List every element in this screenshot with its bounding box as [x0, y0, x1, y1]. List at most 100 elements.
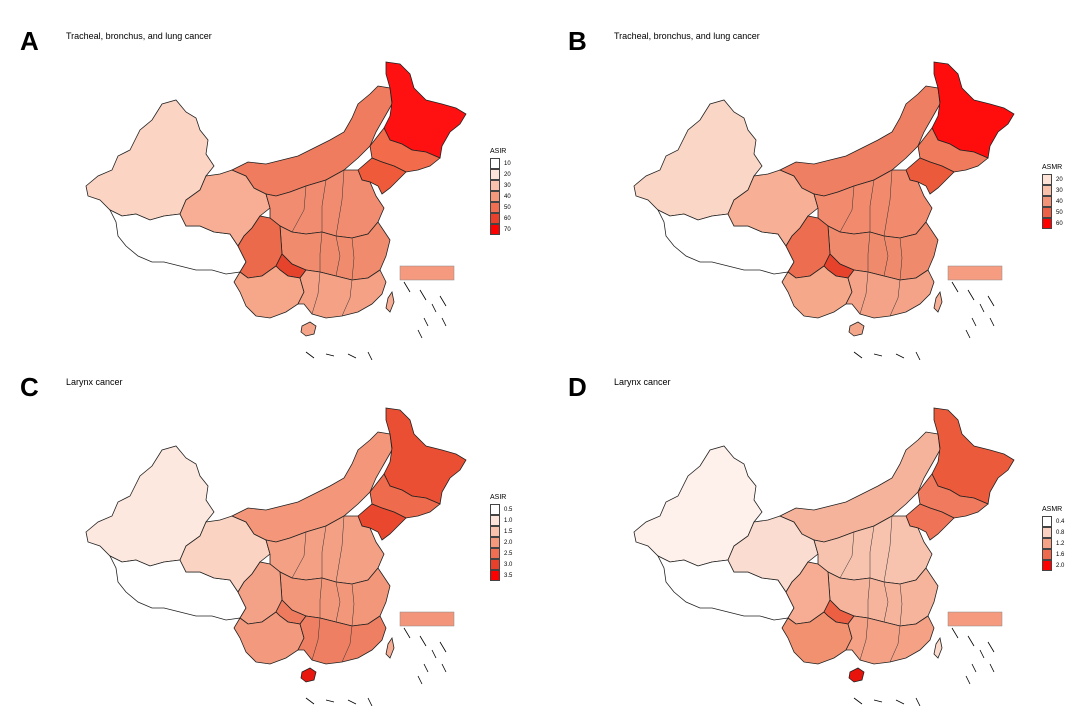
south-china-sea-inset: [947, 611, 1003, 627]
legend: ASMR 20 30 40 50 60: [1042, 164, 1063, 229]
legend-item: 60: [1042, 218, 1063, 229]
legend-swatch: [490, 504, 500, 515]
legend-item: 70: [490, 224, 511, 235]
legend-swatch: [490, 548, 500, 559]
legend-swatch: [490, 515, 500, 526]
legend-item: 0.8: [1042, 527, 1064, 538]
legend-label: 30: [1056, 187, 1063, 194]
legend-item: 40: [490, 191, 511, 202]
panel-title: Larynx cancer: [66, 377, 123, 387]
legend-label: 1.0: [504, 517, 513, 524]
legend-item: 30: [490, 180, 511, 191]
legend-item: 20: [1042, 174, 1063, 185]
legend-swatch: [490, 570, 500, 581]
region-heilongjiang: [931, 61, 1015, 159]
legend-swatch: [1042, 196, 1052, 207]
legend-item: 1.5: [490, 526, 512, 537]
bottom-dashed-lines: [853, 697, 921, 706]
legend-swatch: [490, 559, 500, 570]
legend-label: 20: [1056, 176, 1063, 183]
region-hainan: [848, 667, 865, 683]
legend-label: 2.5: [504, 550, 513, 557]
region-heilongjiang: [383, 61, 467, 159]
legend-label: 0.4: [1056, 518, 1065, 525]
legend-label: 60: [504, 215, 511, 222]
legend-label: 0.8: [1056, 529, 1065, 536]
legend-label: 1.2: [1056, 540, 1065, 547]
province-borders: [839, 515, 903, 663]
panel-letter: B: [568, 26, 587, 56]
china-map: [633, 61, 1015, 360]
legend-swatch: [1042, 549, 1052, 560]
legend-item: 1.2: [1042, 538, 1064, 549]
legend-label: 20: [504, 171, 511, 178]
legend-label: 50: [504, 204, 511, 211]
legend-title: ASIR: [490, 148, 507, 155]
legend-swatch: [490, 191, 500, 202]
south-china-sea-inset: [947, 265, 1003, 281]
map-panel-b: B Tracheal, bronchus, and lung cancer: [548, 0, 1080, 360]
legend-swatch: [1042, 207, 1052, 218]
region-south-china: [297, 615, 387, 665]
region-hainan: [300, 321, 317, 337]
legend-item: 1.0: [490, 515, 512, 526]
legend-item: 60: [490, 213, 511, 224]
legend-swatch: [1042, 185, 1052, 196]
region-taiwan: [933, 290, 943, 313]
legend: ASIR 0.5 1.0 1.5 2.0 2.5 3.0 3.5: [490, 494, 512, 581]
legend-item: 50: [1042, 207, 1063, 218]
legend-swatch: [490, 180, 500, 191]
legend: ASMR 0.4 0.8 1.2 1.6 2.0: [1042, 506, 1064, 571]
legend-item: 50: [490, 202, 511, 213]
legend-label: 3.5: [504, 572, 513, 579]
panel-letter: A: [20, 26, 39, 56]
legend-item: 10: [490, 158, 511, 169]
region-taiwan: [933, 636, 943, 659]
region-hainan: [300, 667, 317, 683]
legend-label: 2.0: [1056, 562, 1065, 569]
region-taiwan: [385, 636, 395, 659]
legend: ASIR 10 20 30 40 50 60 70: [490, 148, 511, 235]
legend-item: 0.4: [1042, 516, 1064, 527]
panel-title: Tracheal, bronchus, and lung cancer: [66, 31, 212, 41]
legend-label: 40: [1056, 198, 1063, 205]
province-borders: [839, 169, 903, 317]
panel-letter: D: [568, 372, 587, 402]
legend-title: ASMR: [1042, 164, 1063, 171]
map-panel-a: A Tracheal, bronchus, and lung cancer: [0, 0, 540, 360]
legend-item: 2.0: [1042, 560, 1064, 571]
legend-label: 1.6: [1056, 551, 1065, 558]
legend-swatch: [1042, 538, 1052, 549]
legend-item: 30: [1042, 185, 1063, 196]
legend-rows: 0.5 1.0 1.5 2.0 2.5 3.0 3.5: [490, 504, 512, 581]
dashed-boundary-lines: [403, 281, 447, 339]
dashed-boundary-lines: [951, 627, 995, 685]
legend-swatch: [1042, 174, 1052, 185]
legend-title: ASIR: [490, 494, 507, 501]
dashed-boundary-lines: [403, 627, 447, 685]
legend-swatch: [1042, 218, 1052, 229]
legend-item: 3.0: [490, 559, 512, 570]
province-borders: [291, 515, 355, 663]
legend-label: 1.5: [504, 528, 513, 535]
bottom-dashed-lines: [853, 351, 921, 360]
map-panel-c: C Larynx cancer: [0, 346, 540, 706]
legend-item: 1.6: [1042, 549, 1064, 560]
panel-title: Larynx cancer: [614, 377, 671, 387]
south-china-sea-inset: [399, 265, 455, 281]
legend-label: 0.5: [504, 506, 513, 513]
legend-label: 70: [504, 226, 511, 233]
legend-swatch: [490, 526, 500, 537]
region-heilongjiang: [383, 407, 467, 505]
legend-label: 3.0: [504, 561, 513, 568]
legend-item: 40: [1042, 196, 1063, 207]
china-map: [633, 407, 1015, 706]
legend-item: 2.0: [490, 537, 512, 548]
legend-label: 40: [504, 193, 511, 200]
legend-item: 2.5: [490, 548, 512, 559]
legend-item: 3.5: [490, 570, 512, 581]
region-hainan: [848, 321, 865, 337]
legend-title: ASMR: [1042, 506, 1063, 513]
china-map: [85, 61, 467, 360]
panel-title: Tracheal, bronchus, and lung cancer: [614, 31, 760, 41]
